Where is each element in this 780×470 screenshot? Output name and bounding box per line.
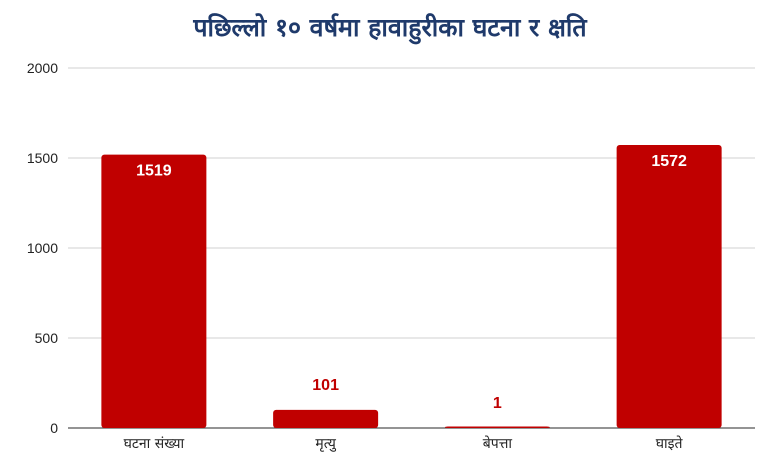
y-tick-label: 2000 xyxy=(27,60,58,76)
category-label: मृत्यु xyxy=(315,436,337,452)
data-label: 1519 xyxy=(136,163,172,180)
bar xyxy=(444,426,550,428)
category-label: घटना संख्या xyxy=(124,436,185,452)
chart-title: पछिल्लो १० वर्षमा हावाहुरीका घटना र क्षत… xyxy=(193,13,587,42)
category-label: घाइते xyxy=(656,435,684,452)
data-label: 101 xyxy=(312,377,339,394)
y-tick-label: 1500 xyxy=(27,150,58,166)
y-axis-ticks: 0 500 1000 1500 2000 xyxy=(27,60,58,436)
y-tick-label: 1000 xyxy=(27,240,58,256)
category-labels: घटना संख्या मृत्यु बेपत्ता घाइते xyxy=(124,435,684,452)
data-labels: 1519 101 1 1572 xyxy=(136,153,687,412)
bar xyxy=(273,409,379,428)
y-tick-label: 500 xyxy=(35,330,59,346)
data-label: 1 xyxy=(493,395,502,412)
category-label: बेपत्ता xyxy=(483,435,513,452)
data-label: 1572 xyxy=(651,153,687,170)
bars xyxy=(101,145,722,429)
bar xyxy=(616,145,722,429)
bar xyxy=(101,154,207,428)
y-tick-label: 0 xyxy=(50,420,58,436)
